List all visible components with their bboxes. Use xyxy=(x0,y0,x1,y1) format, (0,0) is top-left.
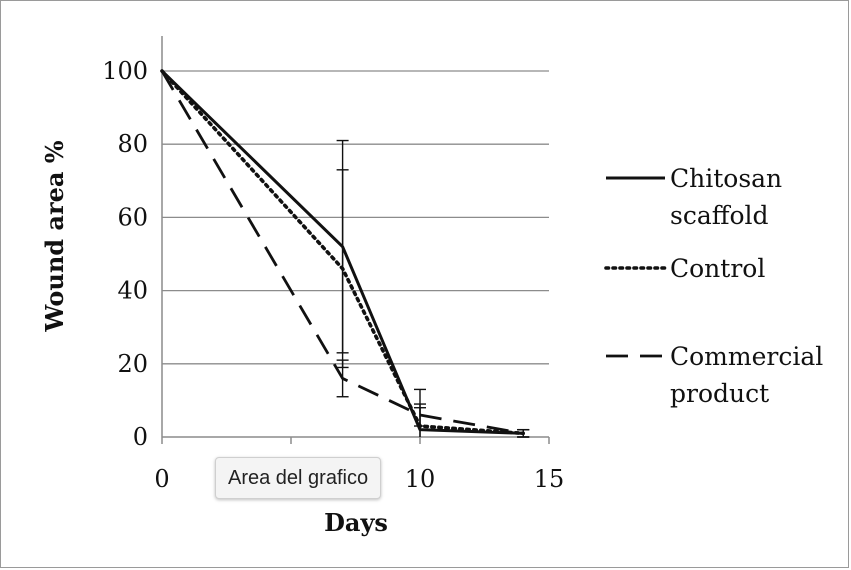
y-tick-labels: 0 20 40 60 80 100 xyxy=(102,57,148,451)
legend-label: scaffold xyxy=(670,201,769,230)
x-tick-label: 15 xyxy=(534,465,565,493)
error-bars xyxy=(336,139,530,438)
y-axis-title: Wound area % xyxy=(40,140,69,332)
legend-label: Commercial xyxy=(670,342,823,371)
y-tick-label: 40 xyxy=(117,277,148,305)
y-tick-label: 80 xyxy=(117,130,148,158)
legend-label: Chitosan xyxy=(670,164,782,193)
series-line-chitosan-scaffold[interactable] xyxy=(160,69,524,435)
legend-label: Control xyxy=(670,254,765,283)
x-tick-labels: 051015 xyxy=(154,465,564,493)
y-tick-label: 0 xyxy=(133,423,148,451)
x-axis-title: Days xyxy=(324,508,388,537)
chart-area-tooltip: Area del grafico xyxy=(215,457,382,499)
y-tick-label: 20 xyxy=(117,350,148,378)
x-tick-label: 0 xyxy=(154,465,169,493)
axes xyxy=(161,36,550,444)
legend-item[interactable]: Control xyxy=(604,254,765,283)
series-line-control[interactable] xyxy=(160,69,526,436)
legend-item[interactable]: Chitosan scaffold xyxy=(606,164,782,230)
legend-item[interactable]: Commercial product xyxy=(606,342,823,408)
x-tick-label: 10 xyxy=(405,465,436,493)
gridlines xyxy=(162,70,549,365)
series-lines[interactable] xyxy=(160,69,526,436)
legend[interactable]: Chitosan scaffold Control Commercial product xyxy=(604,164,823,408)
y-tick-label: 60 xyxy=(117,203,148,231)
y-tick-label: 100 xyxy=(102,57,148,85)
series-line-commercial-product[interactable] xyxy=(160,70,524,435)
legend-label: product xyxy=(670,379,769,408)
